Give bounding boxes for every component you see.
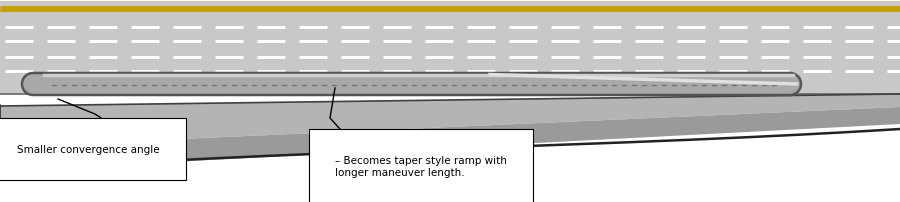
Text: – Becomes taper style ramp with
longer maneuver length.: – Becomes taper style ramp with longer m… bbox=[335, 155, 507, 177]
Bar bbox=[0, 2, 900, 95]
Polygon shape bbox=[22, 74, 801, 96]
Text: Smaller convergence angle: Smaller convergence angle bbox=[17, 144, 159, 154]
Polygon shape bbox=[0, 95, 900, 147]
Polygon shape bbox=[0, 107, 900, 171]
